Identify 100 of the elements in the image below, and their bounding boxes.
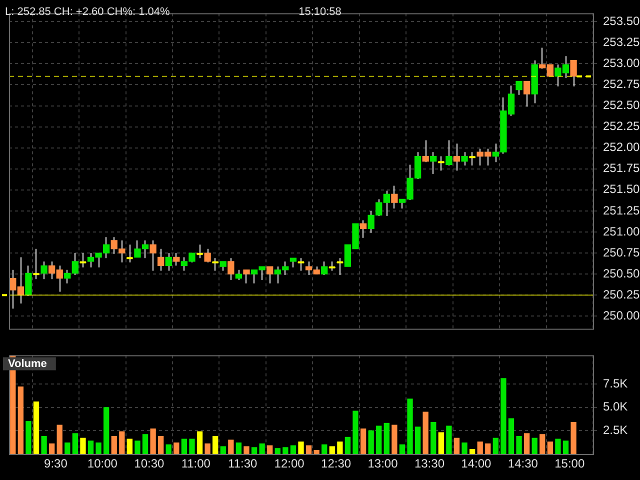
y-tick-label: 252.25 bbox=[603, 119, 640, 134]
bar bbox=[126, 438, 133, 454]
bar bbox=[150, 428, 156, 454]
x-tick-label: 13:30 bbox=[414, 456, 445, 471]
bar bbox=[111, 436, 117, 454]
bar bbox=[469, 449, 476, 454]
bar bbox=[228, 440, 234, 454]
y-tick-label: 251.50 bbox=[603, 182, 640, 196]
bar bbox=[376, 426, 382, 454]
x-tick-label: 12:00 bbox=[274, 456, 305, 471]
y-tick-label: 251.75 bbox=[603, 161, 640, 176]
bar bbox=[337, 442, 343, 454]
x-tick-label: 12:30 bbox=[321, 456, 352, 471]
y-tick-label: 250.00 bbox=[603, 308, 640, 322]
x-tick-label: 13:00 bbox=[368, 456, 398, 471]
bar bbox=[322, 444, 328, 454]
bar bbox=[158, 436, 164, 454]
x-tick-label: 14:30 bbox=[508, 456, 538, 471]
bar bbox=[454, 438, 460, 454]
bar bbox=[26, 421, 32, 454]
bar bbox=[236, 442, 242, 454]
bar bbox=[134, 440, 140, 454]
bar bbox=[368, 430, 374, 454]
bar bbox=[532, 438, 538, 454]
bar bbox=[547, 442, 554, 454]
bar bbox=[290, 445, 296, 454]
bar bbox=[212, 436, 218, 454]
x-tick-label: 10:30 bbox=[134, 456, 164, 471]
y-tick-label: 253.00 bbox=[603, 56, 640, 70]
bar bbox=[56, 424, 62, 454]
x-tick-label: 10:00 bbox=[87, 456, 118, 471]
bar bbox=[446, 426, 452, 454]
bar bbox=[438, 432, 444, 454]
bar bbox=[329, 446, 335, 454]
x-tick-label: 14:00 bbox=[461, 456, 492, 471]
chart-title: Volume bbox=[8, 358, 47, 370]
y-tick-label: 253.50 bbox=[603, 14, 640, 28]
bar bbox=[462, 442, 468, 454]
bar bbox=[344, 436, 351, 454]
bar bbox=[314, 450, 320, 454]
y-tick-label: 250.25 bbox=[603, 287, 640, 302]
bar bbox=[477, 442, 483, 454]
bar bbox=[570, 422, 576, 454]
bar bbox=[274, 448, 280, 454]
bar bbox=[555, 438, 561, 454]
bar bbox=[72, 433, 78, 454]
annotation: L: 252.85 CH: +2.60 CH%: 1.04% bbox=[5, 6, 170, 18]
y-tick-label: 2.5K bbox=[603, 423, 628, 438]
bar bbox=[492, 438, 498, 454]
bar bbox=[352, 410, 358, 454]
bar bbox=[220, 446, 226, 454]
bar bbox=[407, 398, 413, 454]
bar bbox=[485, 443, 491, 454]
y-tick-label: 253.25 bbox=[603, 34, 640, 49]
bar bbox=[48, 443, 55, 454]
bar bbox=[384, 422, 390, 454]
bar bbox=[41, 436, 47, 454]
x-tick-label: 11:30 bbox=[228, 456, 258, 471]
bar bbox=[516, 436, 522, 454]
y-tick-label: 251.25 bbox=[603, 203, 640, 218]
bar bbox=[166, 444, 172, 454]
bar bbox=[524, 433, 530, 454]
bar bbox=[196, 431, 203, 454]
bar bbox=[500, 378, 506, 454]
bar bbox=[508, 418, 514, 454]
bar bbox=[306, 445, 312, 454]
x-tick-label: 9:30 bbox=[44, 456, 68, 471]
bar bbox=[360, 428, 366, 454]
bar bbox=[181, 438, 188, 454]
bar bbox=[540, 434, 546, 454]
y-tick-label: 251.00 bbox=[603, 224, 640, 238]
y-tick-label: 7.5K bbox=[603, 376, 628, 390]
bar bbox=[64, 442, 70, 454]
bar bbox=[392, 424, 398, 454]
bar bbox=[259, 443, 265, 454]
bar bbox=[298, 442, 304, 454]
bar bbox=[80, 438, 86, 454]
bar bbox=[33, 401, 40, 454]
bar bbox=[142, 434, 148, 454]
bar bbox=[562, 440, 569, 454]
y-tick-label: 250.50 bbox=[603, 266, 640, 280]
bar bbox=[399, 444, 406, 454]
bar bbox=[88, 440, 94, 454]
bar bbox=[104, 407, 110, 454]
bar bbox=[18, 386, 24, 454]
bar bbox=[96, 442, 102, 454]
bar bbox=[189, 438, 195, 454]
bar bbox=[174, 442, 180, 454]
bar bbox=[204, 443, 210, 454]
y-tick-label: 252.00 bbox=[603, 140, 640, 154]
x-tick-label: 15:00 bbox=[554, 456, 585, 471]
y-tick-label: 252.75 bbox=[603, 77, 640, 92]
bar bbox=[251, 447, 258, 454]
annotation: 15:10:58 bbox=[298, 6, 342, 18]
bar bbox=[422, 412, 428, 454]
x-tick-label: 11:00 bbox=[181, 456, 211, 471]
y-tick-label: 250.75 bbox=[603, 245, 640, 260]
y-tick-label: 5.0K bbox=[603, 400, 628, 414]
bar bbox=[282, 447, 288, 454]
bar bbox=[414, 426, 421, 454]
